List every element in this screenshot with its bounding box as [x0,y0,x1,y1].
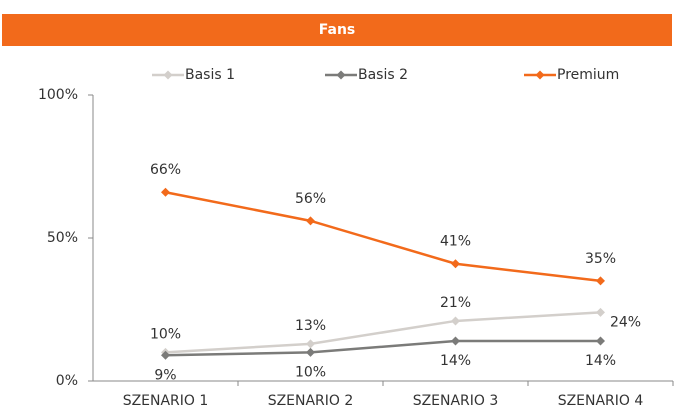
legend-label: Premium [557,67,619,83]
data-label: 14% [585,353,616,369]
point-marker [451,336,460,346]
data-label: 21% [440,295,471,311]
legend-marker [535,70,545,80]
legend-marker [163,70,173,80]
point-marker [451,259,460,269]
point-marker [161,187,170,197]
series-line [165,311,601,354]
data-label: 14% [440,353,471,369]
data-label: 24% [610,314,641,330]
point-marker [596,336,605,346]
legend-label: Basis 2 [358,67,408,83]
chart-title: Fans [319,22,356,38]
y-tick-label: 50% [47,230,78,246]
data-label: 35% [585,251,616,267]
point-marker [306,339,315,349]
point-marker [161,350,170,360]
data-label: 13% [295,318,326,334]
point-marker [596,307,605,317]
x-tick-label: SZENARIO 2 [268,393,354,409]
point-marker [306,347,315,357]
x-tick-label: SZENARIO 4 [558,393,644,409]
data-label: 9% [154,367,176,383]
series-line [165,191,601,283]
x-tick-label: SZENARIO 3 [413,393,499,409]
data-label: 56% [295,191,326,207]
legend-marker [336,70,346,80]
x-tick-label: SZENARIO 1 [123,393,209,409]
series-line [165,339,601,357]
title-banner [2,14,672,46]
data-label: 10% [295,364,326,380]
data-label: 66% [150,162,181,178]
y-tick-label: 0% [56,373,78,389]
point-marker [306,216,315,226]
data-label: 41% [440,234,471,250]
point-marker [451,316,460,326]
data-label: 10% [150,326,181,342]
point-marker [596,276,605,286]
y-tick-label: 100% [38,87,78,103]
legend-label: Basis 1 [185,67,235,83]
